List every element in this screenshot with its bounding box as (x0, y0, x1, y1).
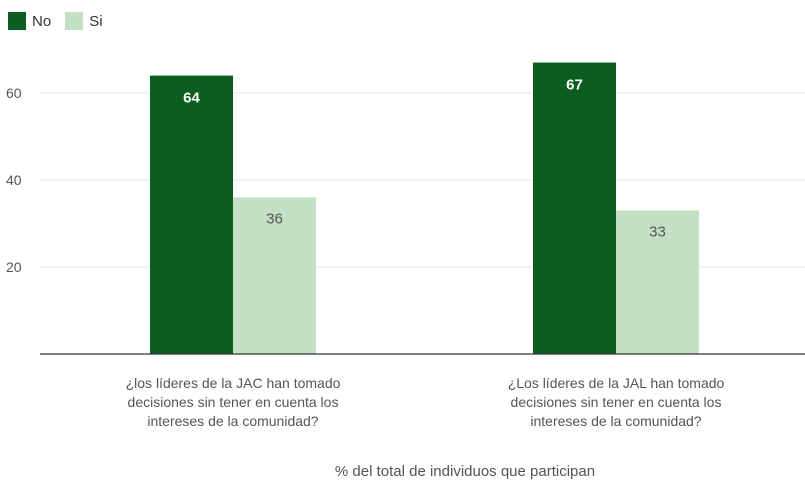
data-label-si-0: 36 (266, 210, 283, 227)
x-category-label-0-line-2: intereses de la comunidad? (147, 413, 318, 429)
data-label-no-0: 64 (183, 90, 200, 107)
x-category-label-1-line-2: intereses de la comunidad? (530, 413, 701, 429)
legend-item-si: Si (65, 12, 103, 30)
x-category-label-0-line-1: decisiones sin tener en cuenta los (128, 394, 339, 410)
data-label-no-1: 67 (566, 77, 583, 94)
x-category-label-1-line-1: decisiones sin tener en cuenta los (511, 394, 722, 410)
x-category-label-0-line-0: ¿los líderes de la JAC han tomado (126, 375, 341, 391)
y-tick-label-40: 40 (6, 172, 22, 188)
y-tick-label-20: 20 (6, 259, 22, 275)
bar-no-0 (150, 75, 233, 354)
bar-no-1 (533, 62, 616, 355)
legend-swatch-si (65, 12, 84, 30)
bar-si-0 (233, 197, 316, 354)
data-label-si-1: 33 (649, 223, 666, 240)
x-category-label-1-line-0: ¿Los líderes de la JAL han tomado (508, 375, 725, 391)
legend: No Si (8, 12, 117, 30)
legend-swatch-no (8, 12, 26, 30)
x-axis-title: % del total de individuos que participan (335, 463, 595, 480)
y-tick-label-60: 60 (6, 85, 22, 101)
legend-item-no: No (8, 12, 51, 30)
bar-si-1 (616, 210, 699, 354)
legend-label-no: No (32, 12, 52, 30)
legend-label-si: Si (89, 12, 103, 30)
